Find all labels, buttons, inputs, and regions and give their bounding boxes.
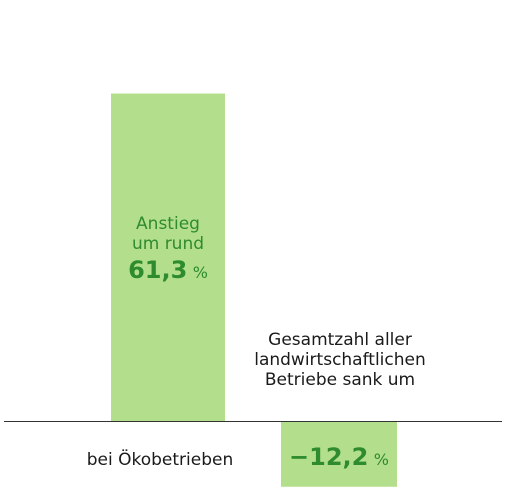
bar-alle-betriebe <box>281 421 397 487</box>
increase-label: Anstieg um rund 61,3 % <box>111 214 225 284</box>
increase-line1: Anstieg <box>136 214 200 234</box>
decrease-value-label: −12,2 % <box>281 443 397 471</box>
decrease-line1: Gesamtzahl aller <box>268 330 412 350</box>
decrease-caption: Gesamtzahl aller landwirtschaftlichen Be… <box>240 330 440 390</box>
decrease-unit: % <box>373 450 389 469</box>
increase-value-label: 61,3 % <box>111 256 225 284</box>
increase-value: 61,3 <box>128 256 188 285</box>
bar-oekobetriebe <box>111 93 225 422</box>
decrease-line2: landwirtschaftlichen <box>254 350 426 371</box>
increase-unit: % <box>192 263 208 283</box>
increase-line2: um rund <box>131 234 205 255</box>
decrease-value: −12,2 <box>289 443 369 471</box>
decrease-line3: Betriebe sank um <box>264 370 416 391</box>
category-label-oekobetriebe: bei Ökobetrieben <box>86 450 234 470</box>
